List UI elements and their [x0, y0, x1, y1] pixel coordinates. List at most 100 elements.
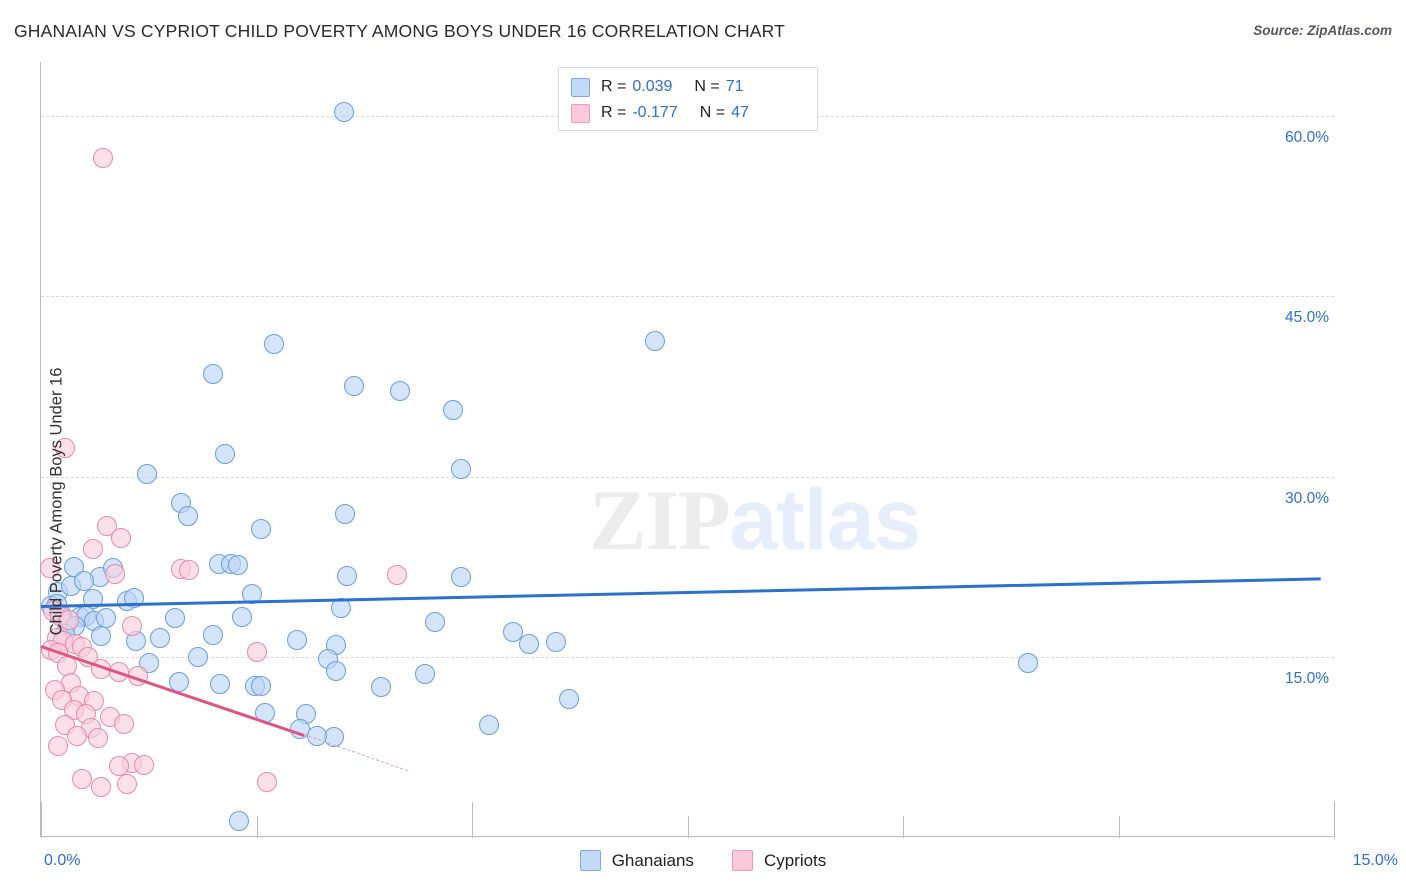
data-point-g — [220, 554, 241, 575]
x-axis-tick — [41, 801, 42, 838]
n-value-cypriots: 47 — [731, 104, 749, 121]
data-point-c — [111, 527, 132, 548]
data-point-c — [179, 560, 200, 581]
data-point-g — [95, 608, 116, 629]
data-point-c — [170, 559, 191, 580]
series-legend: Ghanaians Cypriots — [0, 850, 1406, 871]
data-point-c — [72, 637, 93, 658]
data-point-g — [443, 400, 464, 421]
data-point-g — [250, 519, 271, 540]
data-point-g — [229, 811, 250, 832]
data-point-g — [125, 631, 146, 652]
data-point-g — [231, 607, 252, 628]
data-point-g — [479, 715, 500, 736]
data-point-g — [244, 675, 265, 696]
y-axis-tick-label: 30.0% — [1285, 489, 1329, 507]
trendline-extension-cypriots — [303, 733, 408, 771]
x-axis-tick — [1118, 815, 1120, 838]
trendline-cypriots — [40, 644, 305, 737]
r-value-ghanaians: 0.039 — [632, 78, 673, 95]
data-point-g — [74, 571, 95, 592]
data-point-c — [87, 728, 108, 749]
data-point-g — [102, 557, 123, 578]
data-point-g — [65, 615, 86, 636]
data-point-g — [164, 608, 185, 629]
data-point-g — [503, 621, 524, 642]
n-value-ghanaians: 71 — [725, 78, 744, 95]
source-attribution: Source: ZipAtlas.com — [1253, 23, 1392, 38]
data-point-g — [227, 555, 248, 576]
data-point-g — [69, 607, 90, 628]
series-swatch-ghanaians-icon — [579, 850, 601, 871]
watermark-atlas: atlas — [729, 472, 921, 568]
gridline — [41, 296, 1334, 298]
data-point-g — [117, 591, 138, 612]
data-point-g — [334, 102, 355, 123]
data-point-c — [387, 565, 407, 586]
legend-item-cypriots[interactable]: Cypriots — [731, 850, 827, 871]
gridline — [41, 656, 1334, 658]
data-point-g — [325, 661, 346, 682]
data-point-g — [335, 503, 356, 524]
stats-row-cypriots: R = -0.177 N = 47 — [571, 100, 807, 126]
data-point-g — [210, 674, 231, 695]
x-axis-tick — [472, 801, 473, 838]
data-point-g — [337, 566, 357, 587]
x-axis-tick — [1334, 801, 1335, 838]
data-point-g — [209, 554, 230, 575]
data-point-g — [296, 704, 317, 725]
data-point-g — [424, 611, 445, 632]
data-point-g — [89, 567, 110, 588]
legend-swatch-ghanaians-icon — [571, 77, 590, 97]
x-axis-tick — [256, 815, 258, 838]
data-point-g — [318, 649, 339, 670]
data-point-c — [82, 538, 103, 559]
r-label-ghanaians: R = — [601, 78, 627, 95]
data-point-c — [99, 706, 120, 727]
legend-swatch-cypriots-icon — [571, 103, 590, 123]
data-point-g — [63, 556, 84, 577]
correlation-stats-legend: R = 0.039 N = 71 R = -0.177 N = 47 — [558, 67, 818, 131]
series-label-cypriots: Cypriots — [763, 850, 827, 870]
data-point-c — [67, 726, 88, 747]
data-point-g — [84, 610, 105, 631]
data-point-g — [518, 633, 539, 654]
x-axis-min-label: 0.0% — [44, 852, 81, 869]
data-point-g — [214, 443, 235, 464]
data-point-g — [202, 364, 223, 385]
stats-row-ghanaians: R = 0.039 N = 71 — [571, 74, 807, 100]
data-point-g — [250, 675, 271, 696]
data-point-c — [93, 148, 114, 169]
data-point-c — [134, 754, 155, 775]
r-value-cypriots: -0.177 — [632, 104, 678, 121]
data-point-g — [644, 330, 665, 351]
data-point-g — [177, 506, 198, 527]
r-label-cypriots: R = — [601, 104, 627, 121]
data-point-c — [256, 771, 277, 792]
n-label-ghanaians: N = — [694, 78, 720, 95]
data-point-c — [108, 756, 129, 777]
data-point-g — [75, 605, 96, 626]
data-point-g — [325, 634, 346, 655]
y-axis-tick-label: 15.0% — [1285, 669, 1329, 687]
data-point-g — [389, 381, 410, 402]
data-point-c — [63, 699, 84, 720]
data-point-c — [91, 776, 112, 797]
trendline-ghanaians — [40, 577, 1322, 609]
data-point-g — [170, 492, 191, 513]
page-title: GHANAIAN VS CYPRIOT CHILD POVERTY AMONG … — [14, 21, 786, 41]
data-point-g — [371, 676, 392, 697]
y-axis-tick-label: 60.0% — [1285, 129, 1329, 147]
data-point-c — [113, 714, 134, 735]
data-point-c — [117, 774, 138, 795]
data-point-g — [138, 652, 159, 673]
data-point-c — [84, 691, 105, 712]
zipatlas-watermark: ZIPatlas — [589, 470, 921, 570]
legend-item-ghanaians[interactable]: Ghanaians — [579, 850, 694, 871]
data-point-g — [149, 627, 170, 648]
data-point-c — [97, 515, 118, 536]
data-point-g — [202, 625, 223, 646]
data-point-g — [263, 334, 284, 355]
data-point-g — [91, 626, 112, 647]
